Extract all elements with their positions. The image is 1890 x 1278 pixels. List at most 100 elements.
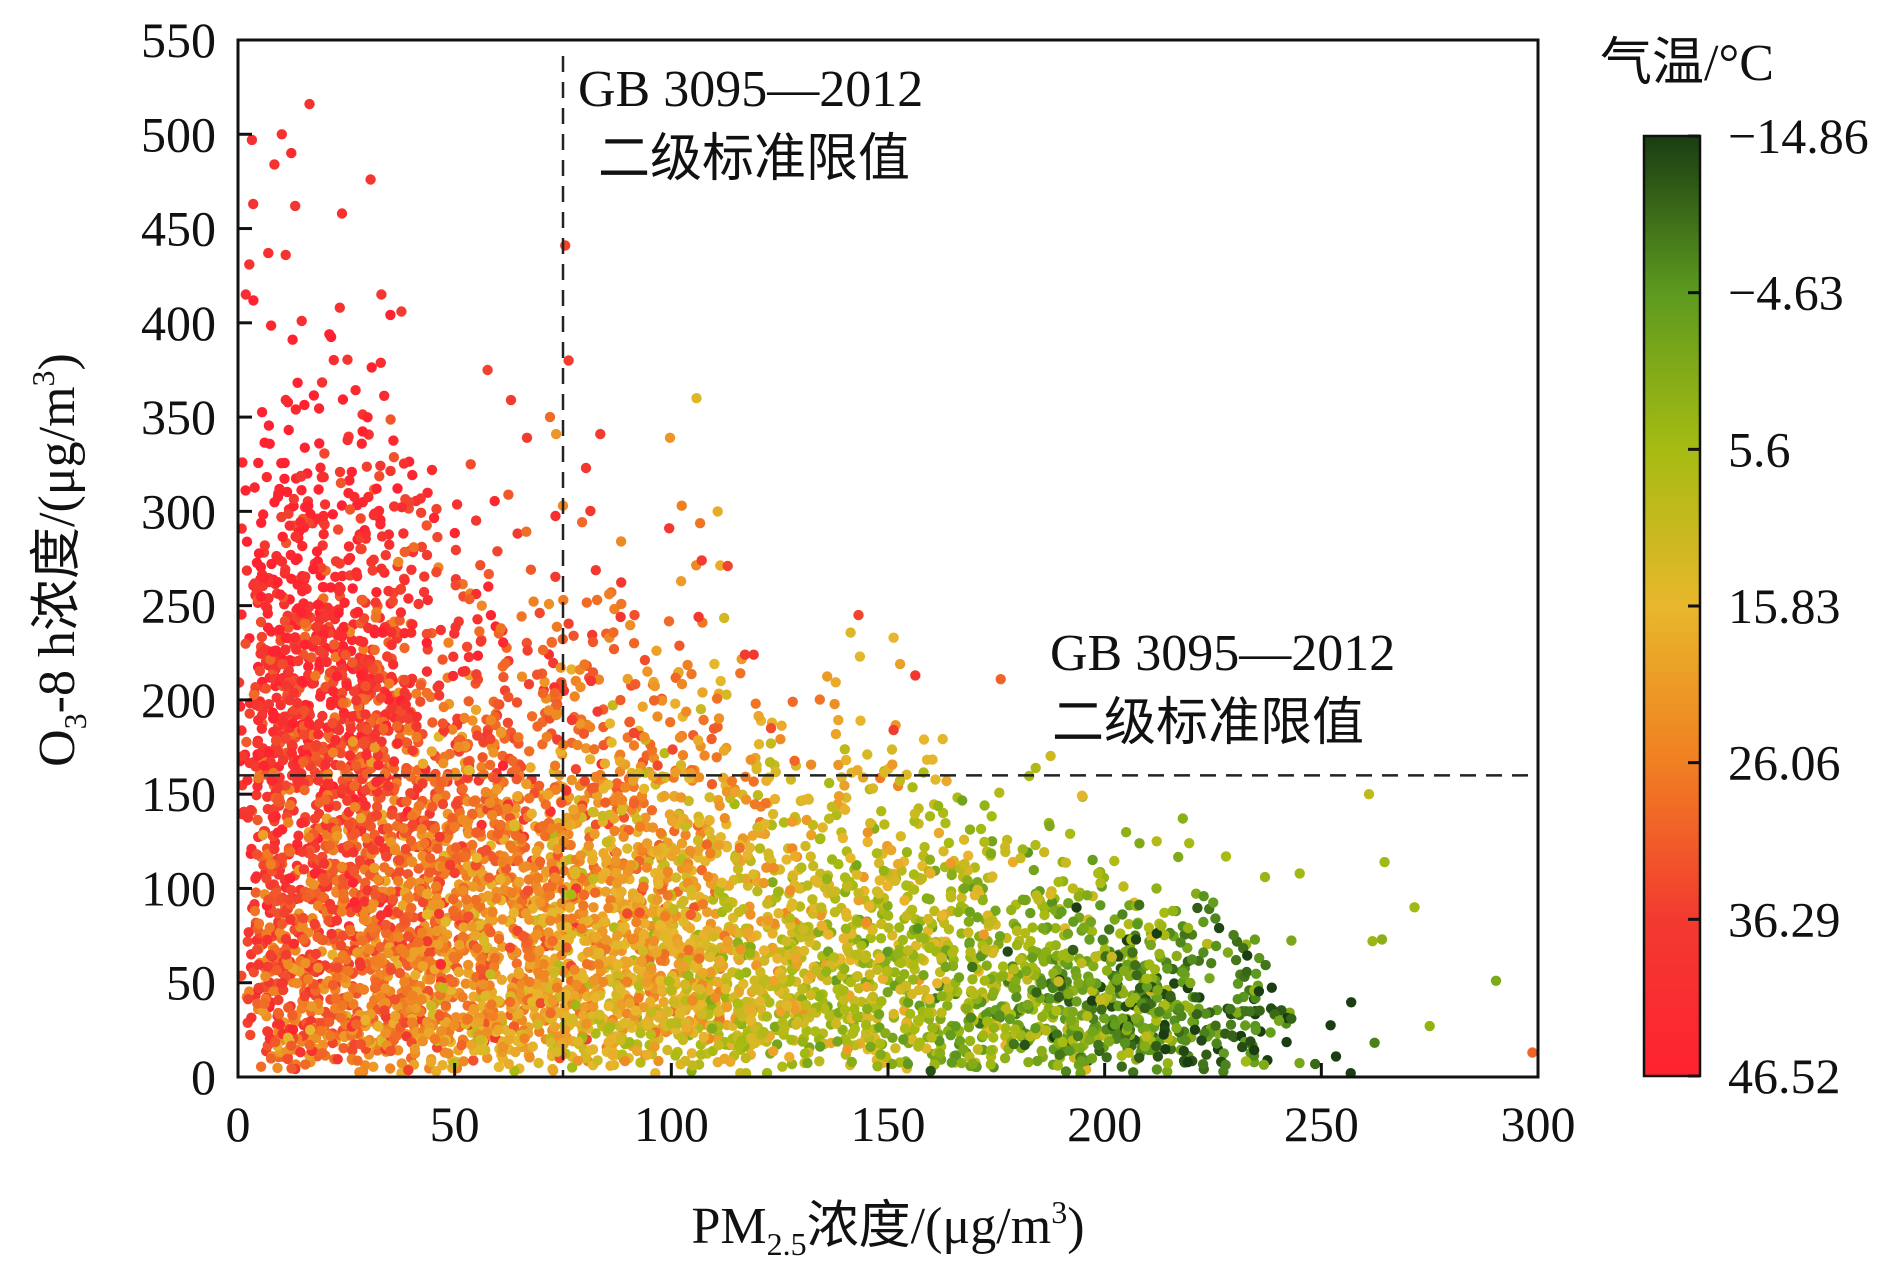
scatter-point — [553, 1007, 564, 1019]
scatter-point — [343, 819, 355, 830]
scatter-point — [337, 394, 349, 405]
scatter-point — [1123, 918, 1135, 930]
scatter-point — [418, 586, 430, 598]
scatter-point — [320, 681, 331, 693]
scatter-point — [924, 993, 935, 1005]
scatter-point — [563, 618, 574, 629]
scatter-point — [432, 843, 443, 854]
scatter-point — [379, 390, 390, 401]
scatter-point — [704, 792, 715, 803]
scatter-point — [698, 1031, 709, 1043]
scatter-point — [1086, 995, 1098, 1006]
scatter-point — [398, 458, 410, 469]
scatter-point — [860, 1011, 871, 1023]
scatter-point — [555, 662, 566, 673]
scatter-point — [417, 758, 429, 769]
scatter-point — [662, 890, 673, 901]
scatter-point — [639, 918, 650, 929]
scatter-point — [1241, 966, 1252, 978]
scatter-point — [876, 996, 887, 1007]
scatter-point — [463, 696, 474, 707]
scatter-point — [830, 728, 842, 740]
scatter-point — [1258, 1059, 1270, 1071]
scatter-point — [876, 806, 887, 817]
scatter-point — [486, 810, 498, 821]
scatter-point — [440, 916, 451, 927]
scatter-point — [345, 723, 357, 734]
scatter-point — [588, 873, 599, 885]
scatter-point — [309, 918, 320, 930]
scatter-point — [622, 673, 633, 685]
scatter-point — [762, 898, 773, 909]
scatter-point — [393, 931, 404, 943]
scatter-point — [347, 657, 358, 668]
scatter-point — [298, 934, 309, 945]
scatter-point — [503, 691, 514, 703]
scatter-point — [656, 695, 668, 706]
scatter-point — [875, 1049, 886, 1060]
scatter-point — [936, 1007, 947, 1018]
scatter-point — [598, 740, 609, 751]
scatter-point — [1345, 1068, 1356, 1077]
scatter-point — [1249, 934, 1261, 945]
scatter-point — [394, 615, 405, 626]
scatter-point — [972, 877, 983, 888]
scatter-point — [416, 541, 427, 553]
scatter-point — [1017, 844, 1028, 855]
scatter-point — [532, 721, 543, 732]
scatter-point — [600, 886, 611, 897]
scatter-point — [260, 683, 272, 694]
scatter-point — [1051, 1029, 1063, 1040]
scatter-point — [534, 607, 545, 619]
scatter-point — [421, 909, 433, 920]
scatter-point — [545, 915, 556, 926]
scatter-point — [348, 998, 359, 1010]
scatter-point — [677, 750, 689, 761]
scatter-point — [513, 1008, 524, 1019]
scatter-point — [355, 513, 366, 524]
scatter-point — [375, 519, 386, 530]
scatter-point — [883, 922, 894, 933]
scatter-point — [331, 671, 343, 682]
scatter-point — [678, 916, 689, 927]
scatter-point — [658, 996, 669, 1008]
scatter-point — [252, 814, 263, 826]
scatter-point — [867, 991, 879, 1002]
scatter-point — [354, 1067, 365, 1077]
scatter-point — [285, 846, 296, 857]
scatter-point — [343, 487, 354, 499]
scatter-point — [846, 1056, 857, 1068]
scatter-point — [544, 889, 556, 901]
scatter-point — [1037, 1011, 1048, 1023]
scatter-points — [238, 98, 1538, 1077]
scatter-point — [297, 540, 308, 552]
scatter-point — [319, 612, 330, 623]
scatter-point — [301, 501, 313, 512]
scatter-point — [680, 821, 691, 832]
scatter-point — [527, 996, 538, 1007]
scatter-point — [1062, 928, 1074, 939]
scatter-point — [592, 1055, 603, 1066]
scatter-point — [638, 929, 650, 940]
scatter-point — [539, 676, 550, 688]
scatter-point — [1087, 854, 1098, 866]
scatter-point — [852, 916, 863, 927]
scatter-point — [802, 1057, 813, 1069]
scatter-point — [472, 614, 483, 625]
scatter-point — [670, 1050, 681, 1061]
scatter-point — [525, 564, 537, 575]
scatter-point — [1052, 1060, 1064, 1071]
scatter-point — [675, 576, 687, 587]
scatter-point — [367, 565, 378, 576]
scatter-point — [1057, 949, 1069, 961]
scatter-point — [932, 978, 943, 989]
scatter-point — [600, 797, 611, 808]
scatter-point — [862, 836, 873, 848]
scatter-point — [777, 1017, 788, 1028]
scatter-point — [299, 639, 311, 650]
scatter-point — [569, 691, 580, 702]
scatter-point — [396, 502, 408, 513]
scatter-point — [753, 710, 764, 722]
scatter-point — [1039, 909, 1050, 921]
scatter-point — [454, 939, 465, 950]
